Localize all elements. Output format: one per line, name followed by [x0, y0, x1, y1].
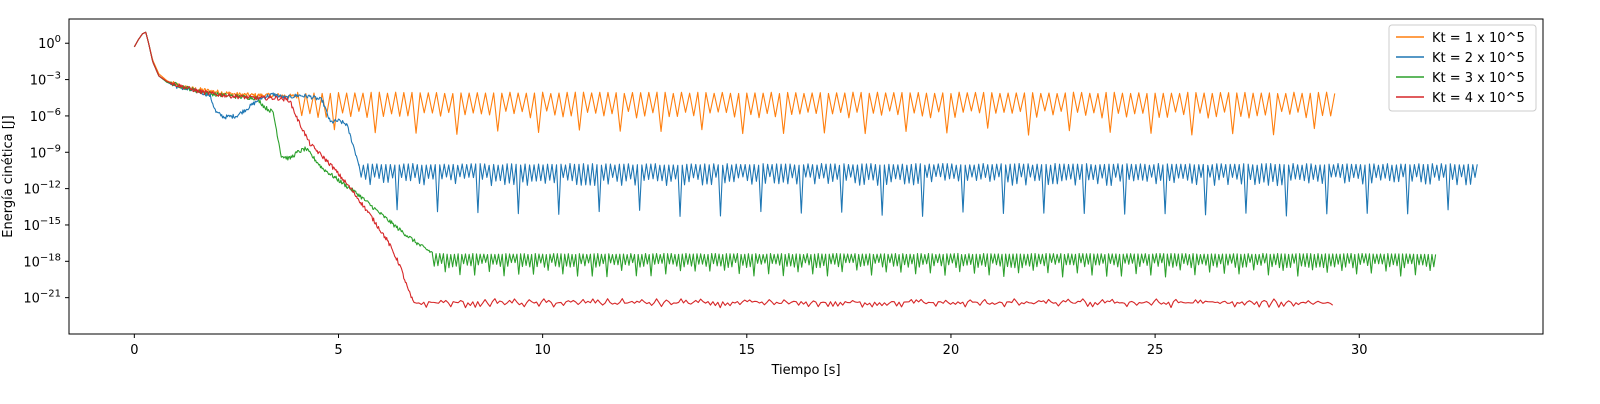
y-tick-label: 10−18 — [23, 252, 61, 270]
y-tick-label: 10−15 — [23, 216, 61, 234]
series-line-3 — [133, 31, 1437, 278]
x-tick-label: 30 — [1351, 343, 1368, 358]
y-tick-label: 10−6 — [30, 107, 61, 125]
legend-label: Kt = 1 x 10^5 — [1432, 31, 1525, 46]
y-axis-label: Energía cinética [J] — [1, 115, 16, 237]
legend-box — [1388, 24, 1537, 112]
y-tick-label: 10−12 — [23, 180, 61, 198]
series-line-4 — [133, 31, 1334, 309]
x-tick-label: 10 — [534, 343, 551, 358]
legend-label: Kt = 4 x 10^5 — [1432, 91, 1525, 106]
x-tick-label: 5 — [334, 343, 342, 358]
x-axis: 0 5 10 15 20 25 30 — [130, 334, 1368, 358]
series-layer — [133, 31, 1478, 309]
x-tick-label: 0 — [130, 343, 138, 358]
x-tick-label: 15 — [739, 343, 756, 358]
series-line-2 — [133, 31, 1478, 217]
y-tick-label: 10−3 — [30, 71, 61, 89]
legend: Kt = 1 x 10^5 Kt = 2 x 10^5 Kt = 3 x 10^5 K… — [1388, 24, 1537, 112]
series-line-1 — [133, 31, 1336, 136]
y-tick-label: 10−21 — [23, 289, 61, 307]
x-tick-label: 20 — [943, 343, 960, 358]
y-tick-label: 100 — [38, 34, 61, 52]
x-axis-label: Tiempo [s] — [770, 363, 840, 378]
legend-label: Kt = 3 x 10^5 — [1432, 71, 1525, 86]
plot-area-frame — [68, 18, 1544, 335]
y-axis: 100 10−3 10−6 10−9 10−12 10−15 10−18 10−21 — [23, 34, 69, 307]
x-tick-label: 25 — [1147, 343, 1164, 358]
legend-label: Kt = 2 x 10^5 — [1432, 51, 1525, 66]
y-tick-label: 10−9 — [30, 143, 61, 161]
